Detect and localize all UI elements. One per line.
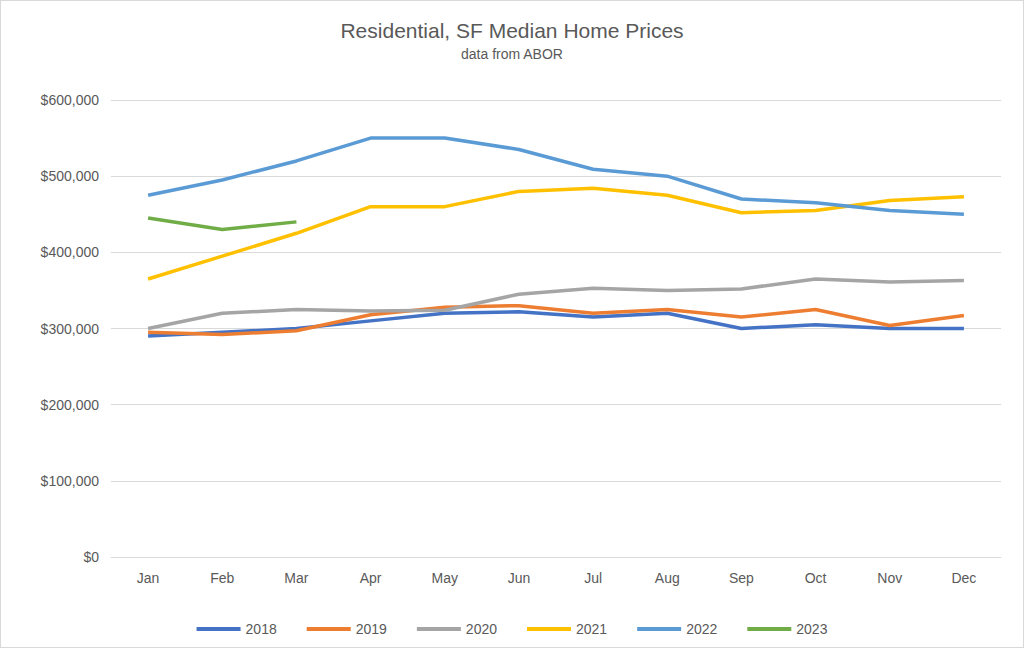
svg-text:2019: 2019 bbox=[356, 621, 387, 637]
svg-text:2018: 2018 bbox=[246, 621, 277, 637]
svg-text:2023: 2023 bbox=[796, 621, 827, 637]
svg-text:data from ABOR: data from ABOR bbox=[461, 46, 563, 62]
svg-text:Feb: Feb bbox=[210, 570, 234, 586]
svg-text:$200,000: $200,000 bbox=[41, 397, 100, 413]
svg-text:Nov: Nov bbox=[877, 570, 902, 586]
svg-text:$100,000: $100,000 bbox=[41, 473, 100, 489]
svg-text:Mar: Mar bbox=[284, 570, 308, 586]
svg-text:Jan: Jan bbox=[137, 570, 160, 586]
svg-text:Jul: Jul bbox=[584, 570, 602, 586]
svg-text:$400,000: $400,000 bbox=[41, 244, 100, 260]
svg-text:2020: 2020 bbox=[466, 621, 497, 637]
svg-text:May: May bbox=[432, 570, 458, 586]
svg-text:$500,000: $500,000 bbox=[41, 168, 100, 184]
svg-text:Aug: Aug bbox=[655, 570, 680, 586]
svg-text:Apr: Apr bbox=[360, 570, 382, 586]
svg-text:Residential, SF Median Home Pr: Residential, SF Median Home Prices bbox=[340, 19, 683, 42]
svg-text:2021: 2021 bbox=[576, 621, 607, 637]
svg-text:Jun: Jun bbox=[508, 570, 531, 586]
svg-text:$600,000: $600,000 bbox=[41, 92, 100, 108]
svg-text:$300,000: $300,000 bbox=[41, 321, 100, 337]
svg-text:Oct: Oct bbox=[805, 570, 827, 586]
svg-text:$0: $0 bbox=[83, 549, 99, 565]
svg-text:Sep: Sep bbox=[729, 570, 754, 586]
svg-text:Dec: Dec bbox=[951, 570, 976, 586]
svg-text:2022: 2022 bbox=[686, 621, 717, 637]
